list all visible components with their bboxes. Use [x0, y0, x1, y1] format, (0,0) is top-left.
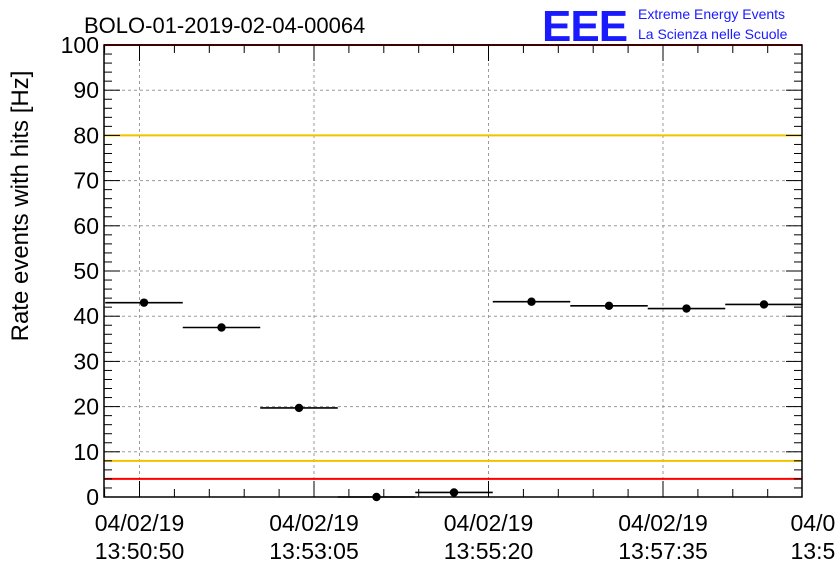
y-tick-label: 20: [73, 394, 99, 420]
eee-logo-line2: La Scienza nelle Scuole: [638, 26, 788, 42]
y-tick-label: 10: [73, 439, 99, 465]
x-tick-label-date: 04/02/19: [444, 510, 534, 536]
eee-logo-mark: EEE: [542, 2, 627, 51]
chart-title: BOLO-01-2019-02-04-00064: [84, 13, 365, 38]
eee-logo-line1: Extreme Energy Events: [638, 6, 785, 22]
x-tick-label-time: 13:59:50: [791, 538, 836, 564]
y-tick-label: 40: [73, 303, 99, 329]
x-tick-label-time: 13:57:35: [618, 538, 708, 564]
data-point: [527, 297, 536, 306]
x-tick-label-time: 13:55:20: [444, 538, 534, 564]
x-tick-label-date: 04/02/19: [791, 510, 836, 536]
x-tick-label-date: 04/02/19: [618, 510, 708, 536]
y-axis-ticks: 0 10 20 30 40 50 60 70 80 90 100: [61, 32, 802, 510]
y-tick-label: 80: [73, 122, 99, 148]
data-points: [105, 297, 803, 502]
eee-logo: EEE Extreme Energy Events La Scienza nel…: [542, 2, 788, 51]
x-tick-label-time: 13:53:05: [269, 538, 359, 564]
y-tick-label: 0: [86, 484, 99, 510]
x-tick-label-date: 04/02/19: [95, 510, 185, 536]
data-point: [294, 403, 304, 413]
grid-lines: [104, 45, 802, 497]
y-tick-label: 50: [73, 258, 99, 284]
y-tick-label: 60: [73, 213, 99, 239]
data-point: [139, 298, 149, 307]
data-point: [682, 304, 691, 313]
y-tick-label: 90: [73, 77, 99, 103]
data-point: [217, 323, 226, 332]
data-point: [604, 301, 614, 311]
y-tick-label: 70: [73, 168, 99, 194]
reference-lines: [104, 44, 802, 480]
y-tick-label: 100: [61, 32, 99, 58]
x-tick-label-date: 04/02/19: [269, 510, 359, 536]
data-point: [372, 492, 381, 502]
x-axis-ticks: 04/02/1913:50:5004/02/1913:53:0504/02/19…: [95, 45, 836, 564]
y-tick-label: 30: [73, 348, 99, 374]
y-axis-label: Rate events with hits [Hz]: [7, 71, 34, 342]
x-tick-label-time: 13:50:50: [95, 538, 185, 564]
data-point: [759, 300, 769, 309]
data-point: [449, 488, 459, 497]
